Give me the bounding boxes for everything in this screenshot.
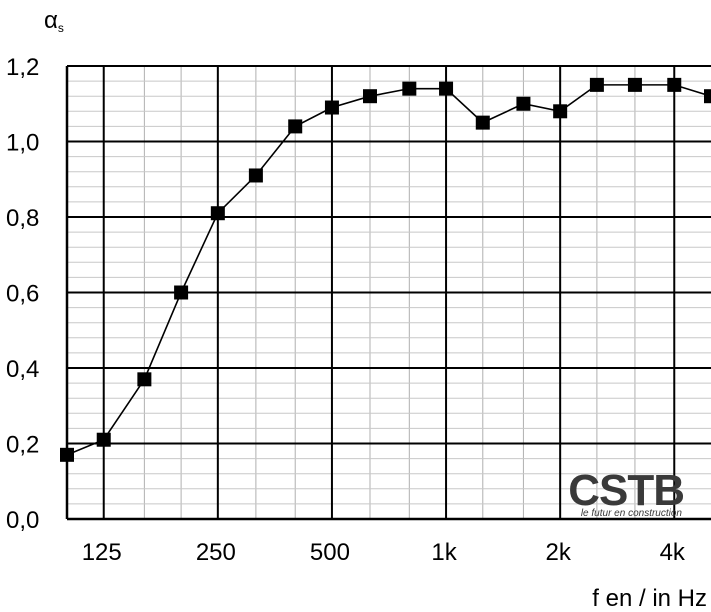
data-point-marker bbox=[402, 81, 417, 96]
y-tick-label: 0,8 bbox=[6, 205, 39, 232]
y-tick-label: 0,0 bbox=[6, 507, 39, 534]
y-tick-labels: 0,0 0,2 0,4 0,6 0,8 1,0 1,2 bbox=[6, 54, 39, 534]
x-tick-label: 250 bbox=[196, 539, 236, 566]
data-point-marker bbox=[324, 100, 339, 115]
data-point-marker bbox=[362, 89, 377, 104]
y-axis-title: αs bbox=[44, 7, 64, 35]
data-point-marker bbox=[627, 77, 642, 92]
series-line bbox=[66, 84, 711, 456]
data-point-marker bbox=[704, 89, 711, 104]
data-point-marker bbox=[516, 96, 531, 111]
data-point-marker bbox=[60, 447, 74, 462]
data-point-marker bbox=[553, 104, 568, 119]
data-point-marker bbox=[475, 115, 490, 130]
y-tick-label: 0,4 bbox=[6, 356, 39, 383]
x-tick-label: 4k bbox=[660, 539, 686, 566]
major-grid bbox=[67, 65, 711, 520]
x-tick-label: 500 bbox=[310, 539, 350, 566]
data-point-marker bbox=[288, 119, 303, 134]
series-polyline bbox=[66, 84, 711, 456]
x-axis-title: f en / in Hz bbox=[592, 585, 707, 612]
data-point-marker bbox=[439, 81, 454, 96]
data-point-marker bbox=[137, 372, 152, 387]
data-point-marker bbox=[248, 168, 263, 183]
y-tick-label: 0,6 bbox=[6, 281, 39, 308]
logo-tagline: le futur en construction bbox=[581, 508, 683, 519]
x-tick-label: 125 bbox=[82, 539, 122, 566]
data-point-marker bbox=[210, 206, 225, 221]
x-tick-label: 2k bbox=[545, 539, 571, 566]
series-markers bbox=[60, 77, 711, 462]
x-tick-labels: 125 250 500 1k 2k 4k bbox=[82, 539, 686, 566]
x-tick-label: 1k bbox=[431, 539, 457, 566]
y-tick-label: 1,0 bbox=[6, 130, 39, 157]
logo-text: CSTB bbox=[568, 466, 684, 515]
data-point-marker bbox=[589, 77, 604, 92]
y-tick-label: 0,2 bbox=[6, 432, 39, 459]
data-point-marker bbox=[174, 285, 189, 300]
y-tick-label: 1,2 bbox=[6, 54, 39, 81]
data-point-marker bbox=[96, 432, 111, 447]
plot-frame bbox=[65, 66, 711, 521]
cstb-logo: CSTB le futur en construction bbox=[568, 466, 685, 519]
data-point-marker bbox=[667, 77, 682, 92]
